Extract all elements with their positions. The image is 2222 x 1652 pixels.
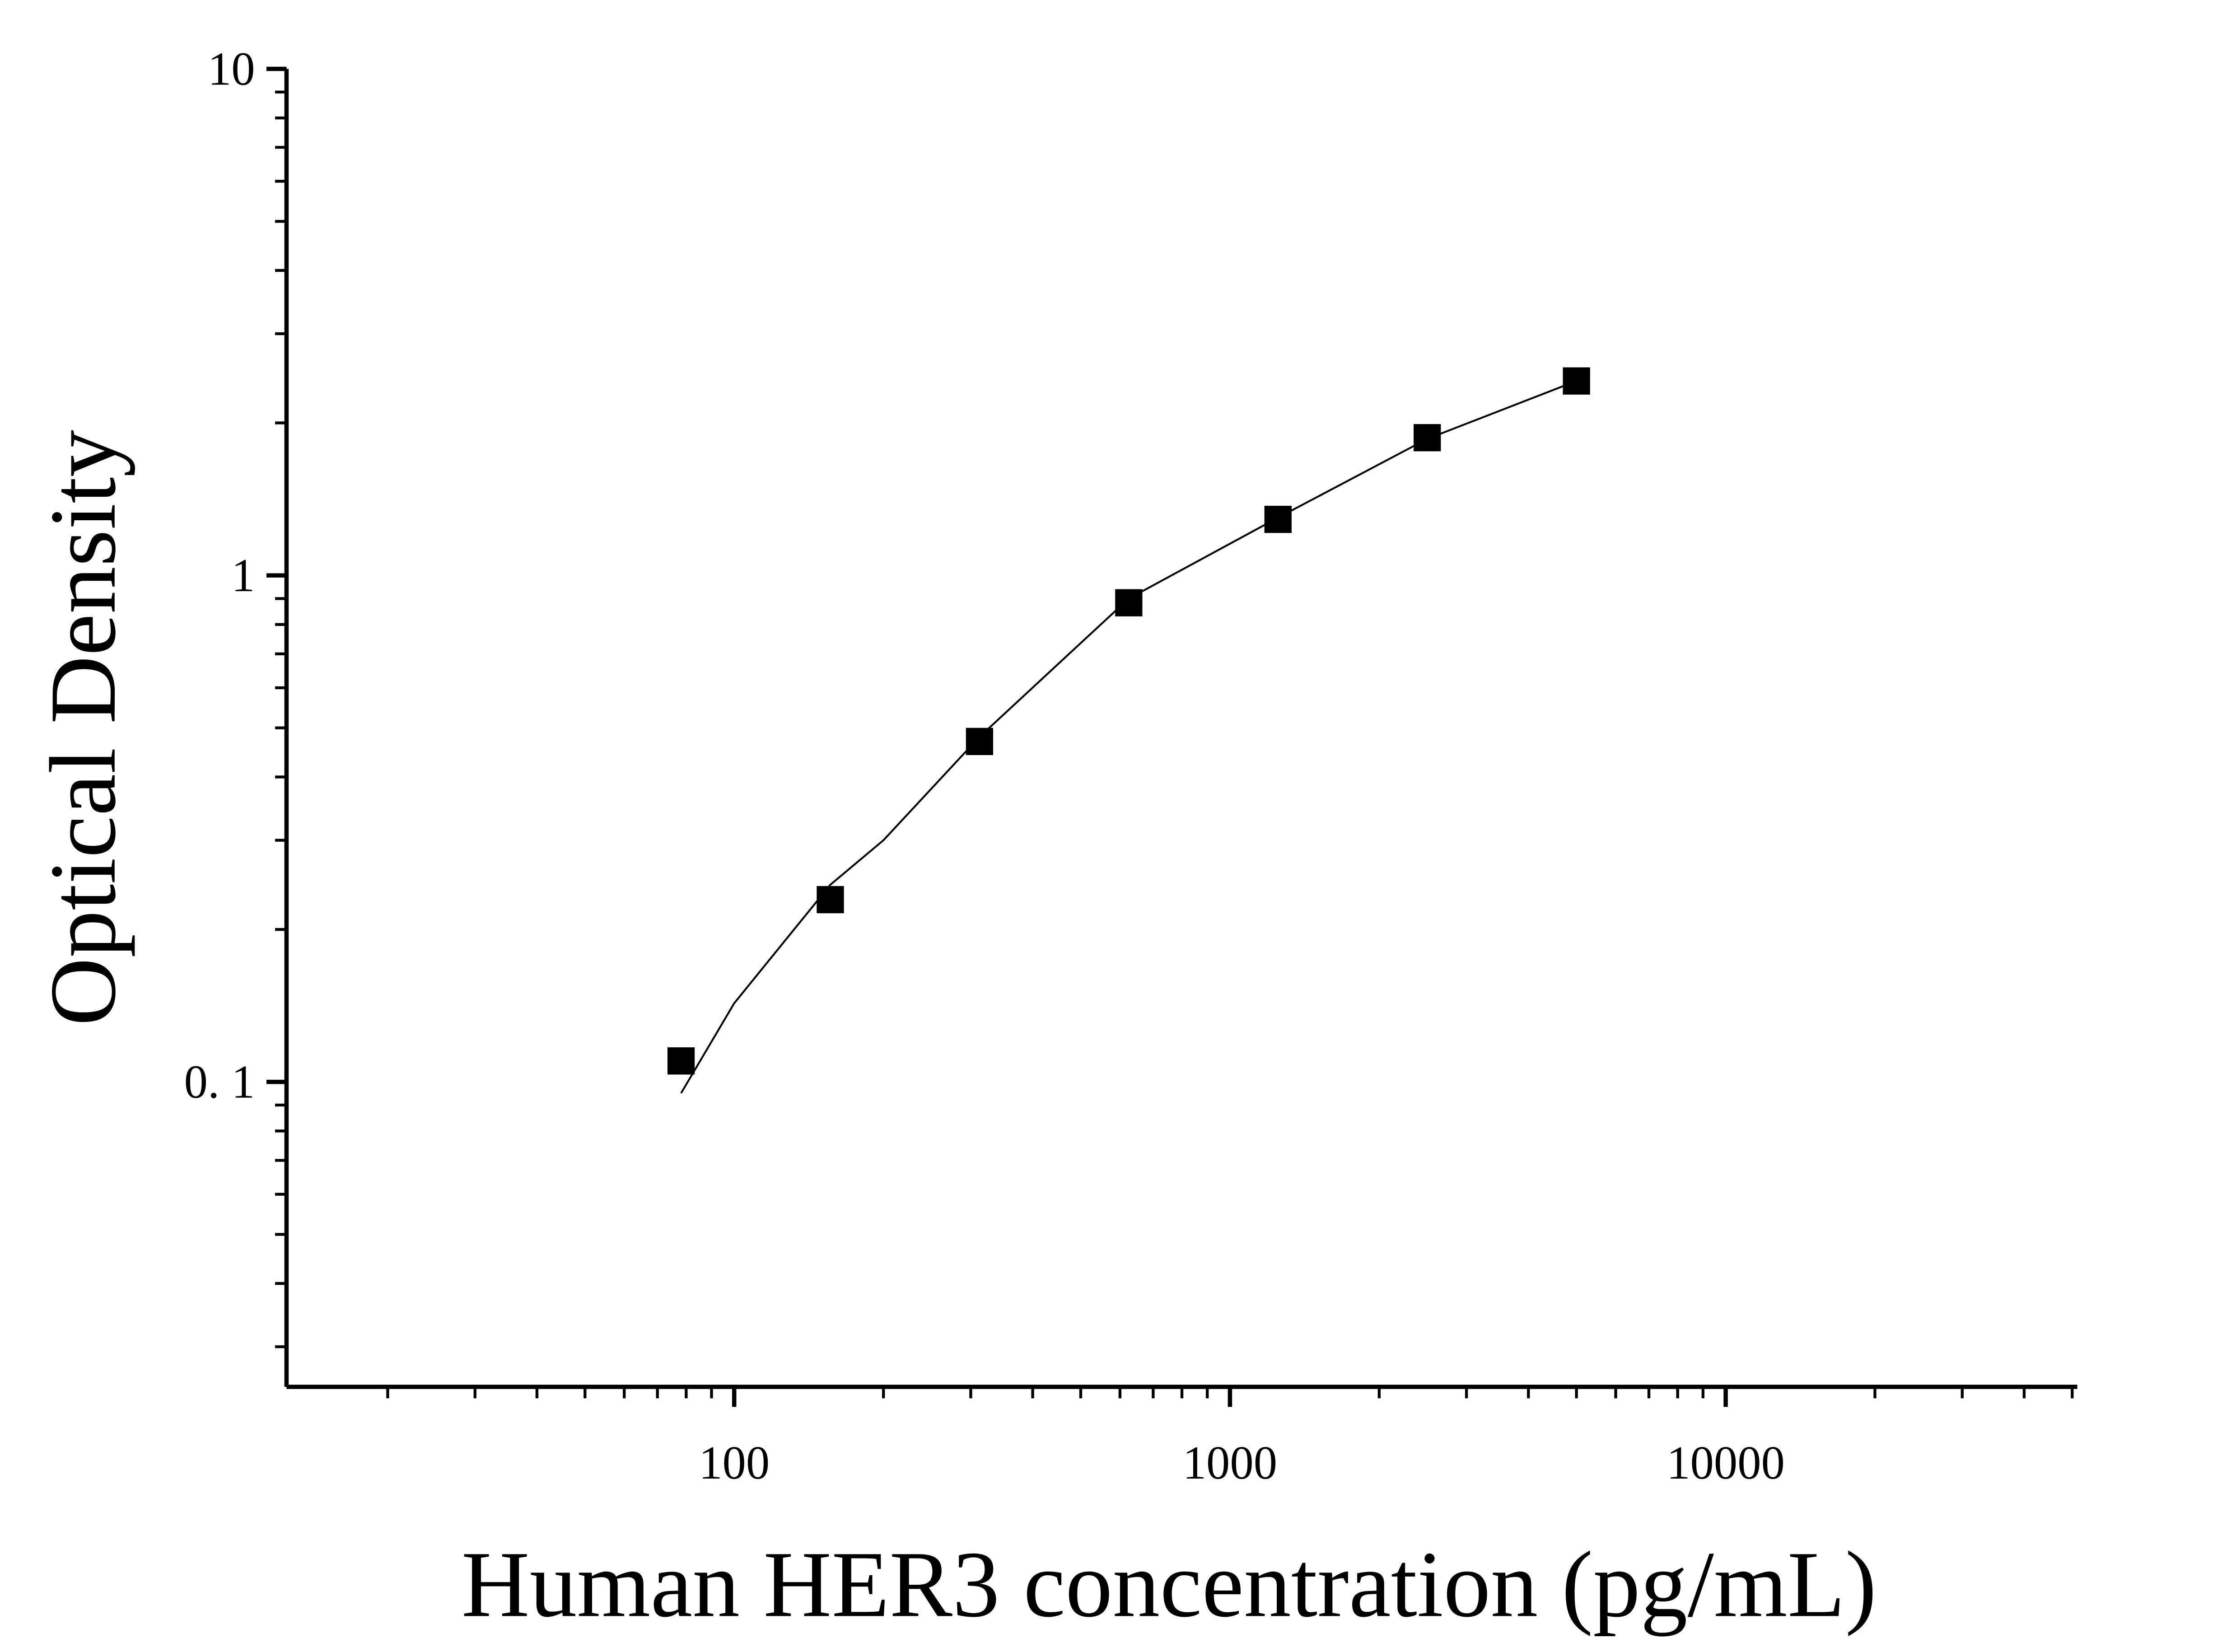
- data-point: [966, 728, 994, 755]
- fit-curve: [680, 380, 1577, 1094]
- x-tick-label: 100: [699, 1437, 770, 1489]
- data-point: [1264, 505, 1292, 533]
- y-tick-label: 10: [208, 42, 255, 95]
- data-point: [817, 886, 844, 914]
- y-axis-label: Optical Density: [31, 430, 135, 1026]
- y-tick-label: 0. 1: [184, 1056, 255, 1108]
- x-axis-label: Human HER3 concentration (pg/mL): [462, 1532, 1877, 1637]
- data-point: [1563, 367, 1590, 395]
- data-point: [1115, 589, 1143, 616]
- y-tick-label: 1: [231, 549, 255, 602]
- data-point: [1414, 424, 1441, 452]
- data-point: [667, 1047, 695, 1075]
- x-tick-label: 10000: [1666, 1437, 1785, 1489]
- x-tick-label: 1000: [1183, 1437, 1277, 1489]
